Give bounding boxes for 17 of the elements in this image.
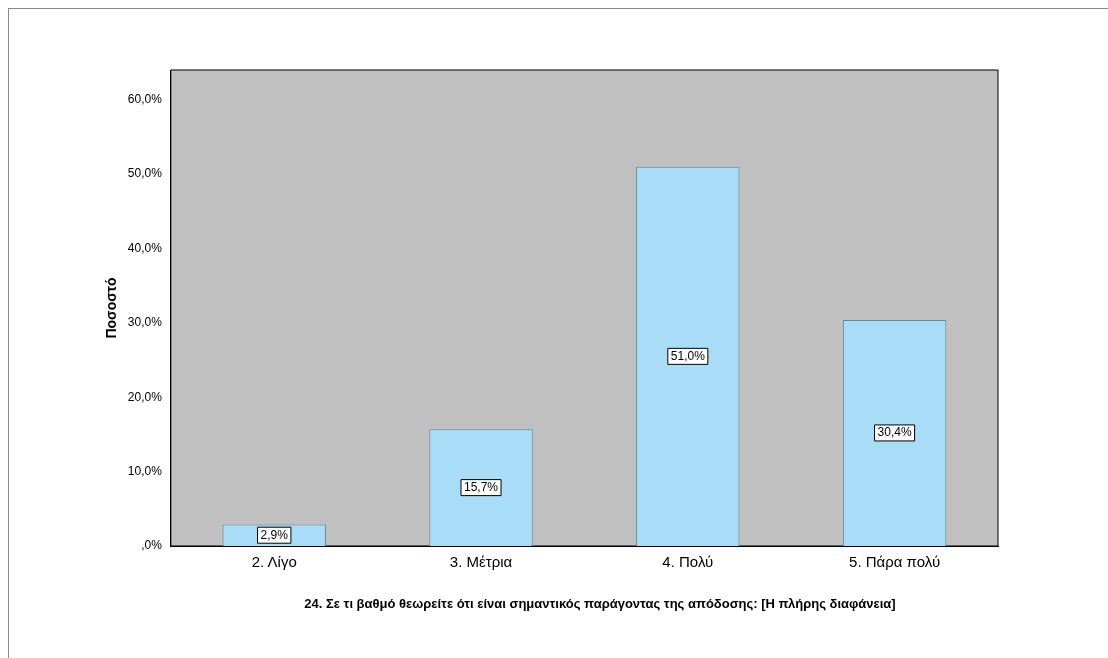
x-axis-title: 24. Σε τι βαθμό θεωρείτε ότι είναι σημαντικός παράγοντας της απόδοσης: [Η πλήρης διαφάνεια] (303, 596, 897, 612)
y-axis-title: Ποσοστό (103, 277, 120, 339)
y-tick-label: 20,0% (127, 389, 163, 404)
data-label: 15,7% (464, 479, 499, 494)
y-tick-label: ,0% (141, 538, 163, 553)
y-tick-label: 30,0% (127, 315, 163, 330)
x-tick-label: 2. Λίγο (251, 553, 297, 571)
y-tick-label: 50,0% (127, 166, 163, 181)
data-label: 2,9% (260, 527, 289, 542)
x-tick-label: 4. Πολύ (662, 553, 714, 571)
y-tick-label: 10,0% (127, 463, 163, 478)
x-tick-label: 3. Μέτρια (449, 553, 513, 571)
x-tick-label: 5. Πάρα πολύ (849, 553, 941, 571)
y-tick-label: 60,0% (127, 92, 163, 107)
data-label: 51,0% (670, 348, 706, 363)
y-tick-label: 40,0% (127, 240, 163, 255)
data-label: 30,4% (877, 425, 912, 440)
